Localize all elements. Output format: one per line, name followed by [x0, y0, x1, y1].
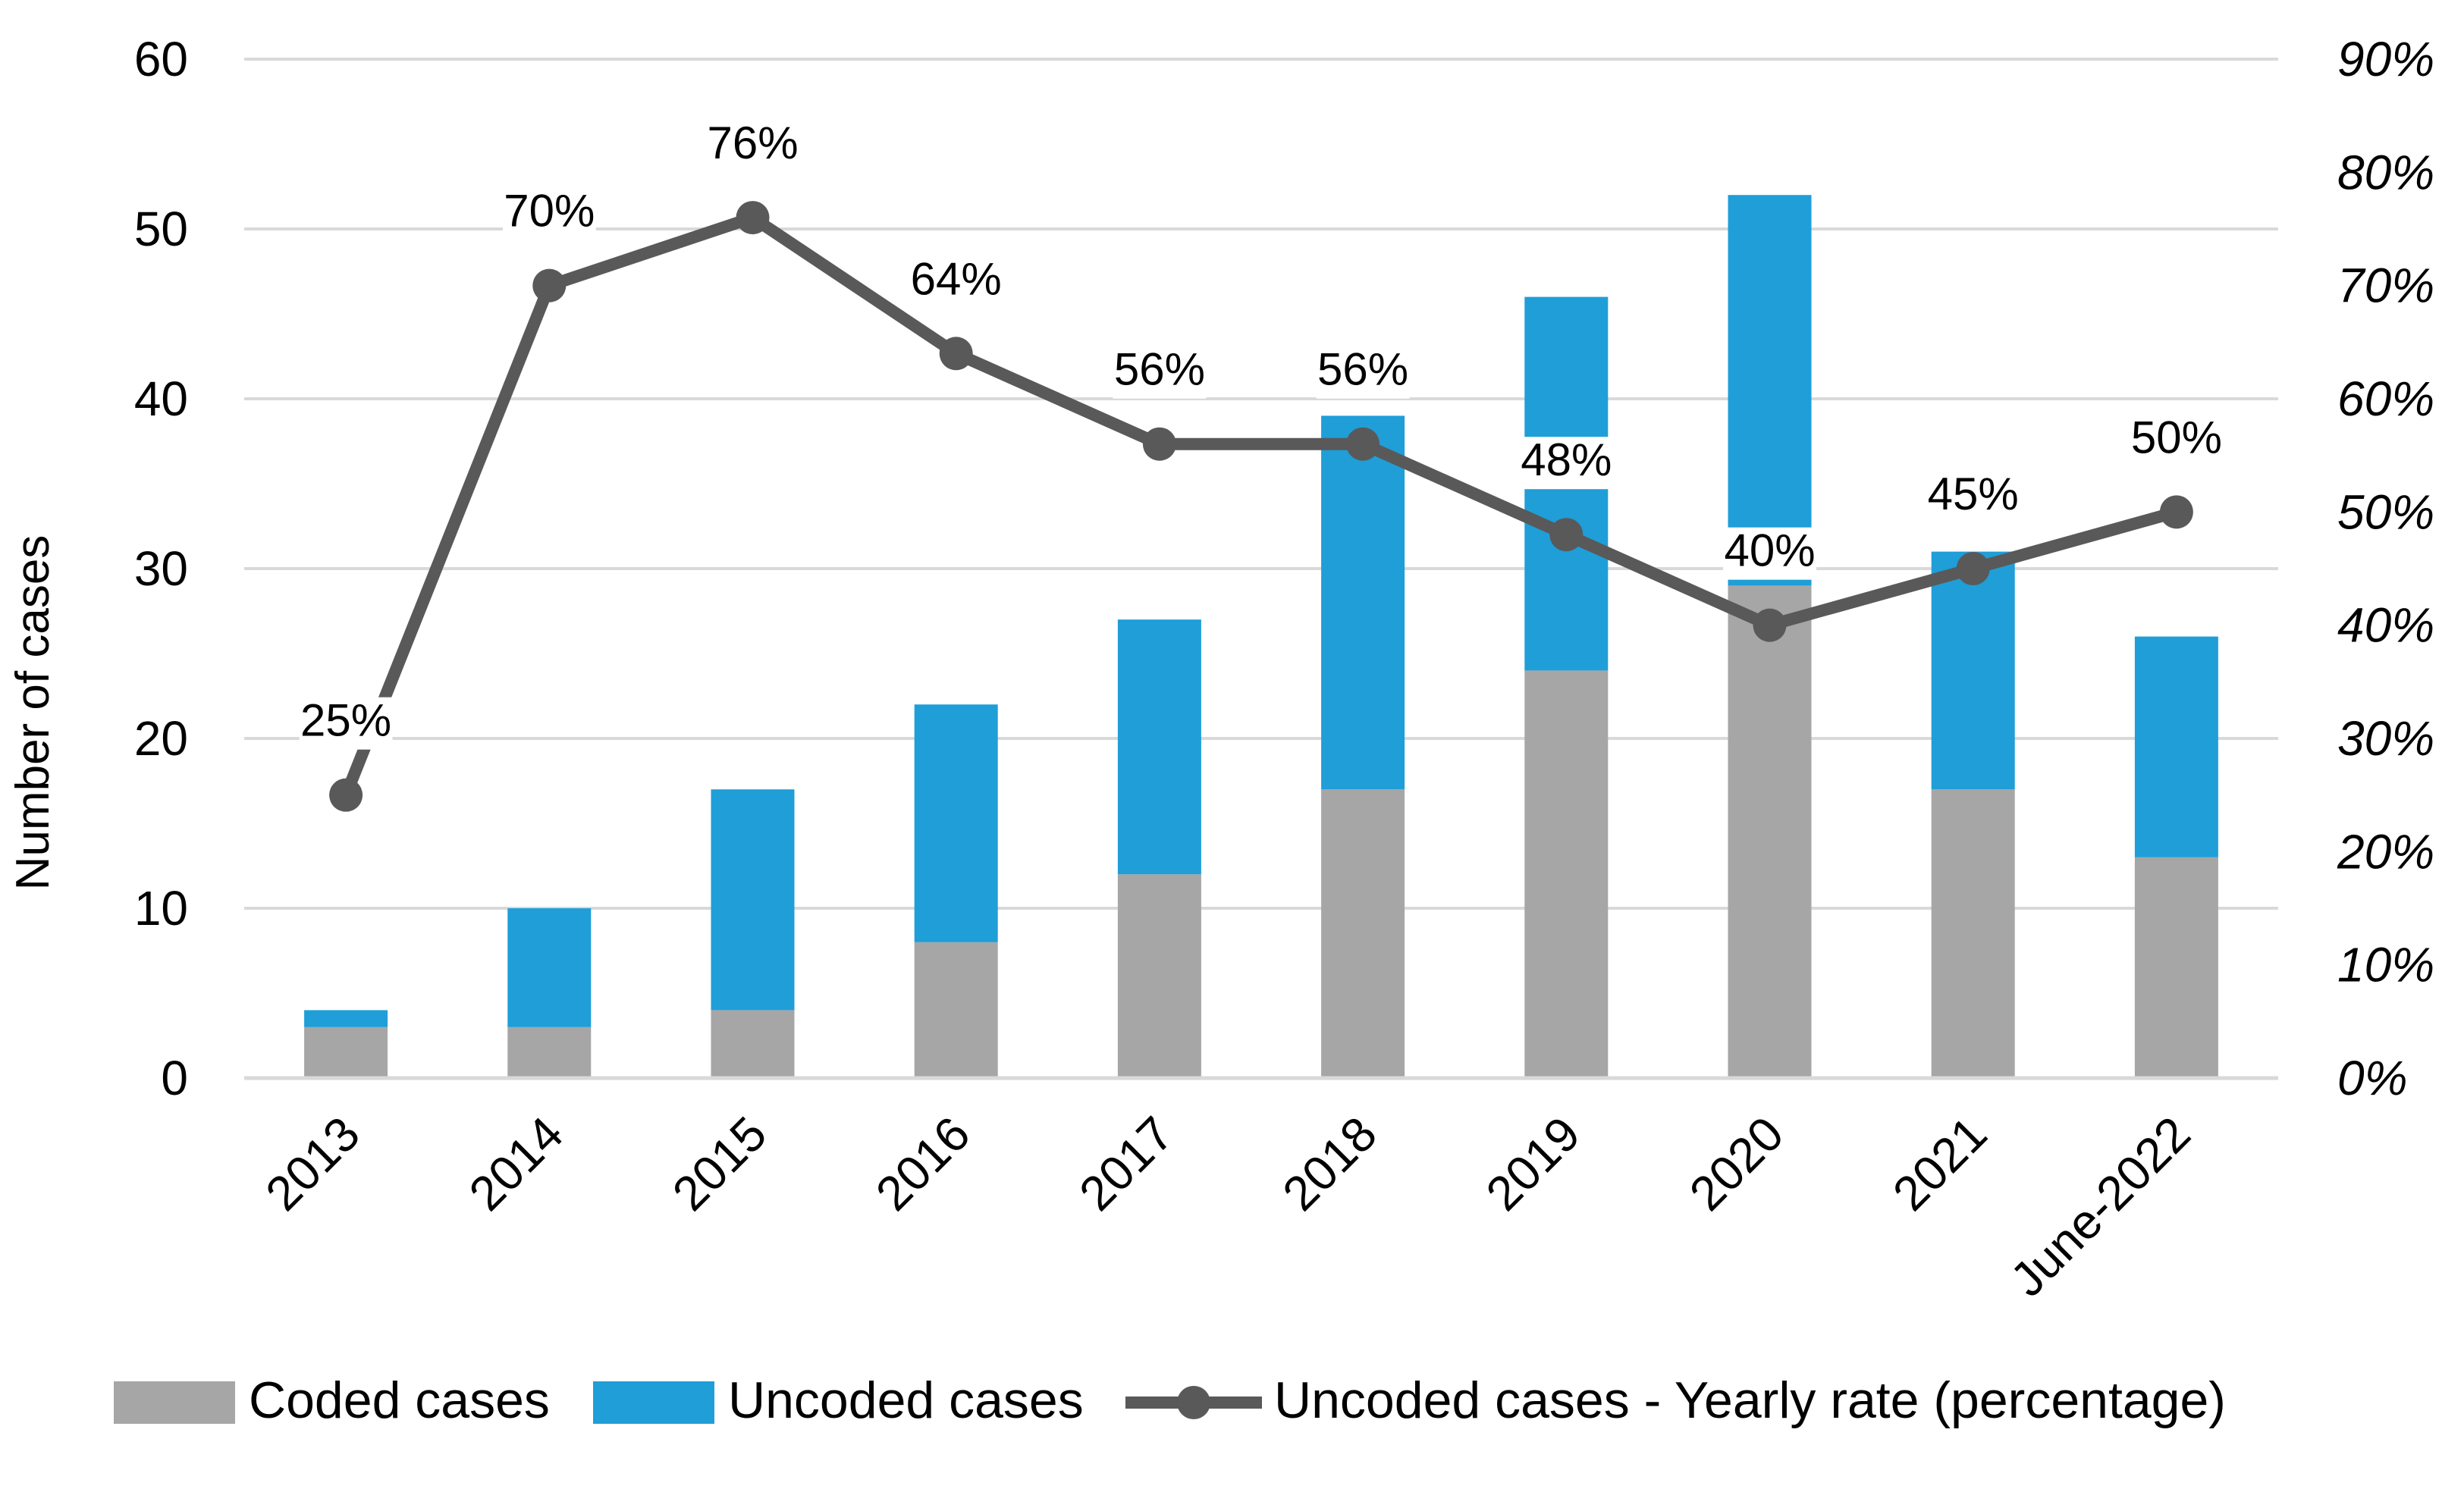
data-label-bg	[299, 697, 393, 750]
bar-coded-cases	[304, 1027, 388, 1078]
legend-label-rate: Uncoded cases - Yearly rate (percentage)	[1274, 1371, 2226, 1429]
y-tick-label: 0	[161, 1051, 188, 1105]
y2-tick-label: 10%	[2337, 938, 2434, 992]
legend-label-uncoded: Uncoded cases	[728, 1371, 1084, 1429]
rate-data-label: 70%	[504, 186, 595, 237]
y-axis-title: Number of cases	[7, 535, 59, 891]
data-label-bg	[909, 255, 1003, 309]
rate-point	[736, 201, 770, 235]
y-tick-label: 20	[134, 711, 188, 766]
rate-point	[1142, 427, 1176, 461]
bar-coded-cases	[2134, 857, 2218, 1078]
x-tick-label: 2015	[662, 1106, 777, 1221]
rate-line	[329, 201, 2193, 812]
axes: 0 10 20 30 40 50 60 0% 10% 20% 30% 40% 50% 60% 70% 80% 9…	[134, 32, 2434, 1307]
x-tick-label: 2013	[255, 1106, 370, 1221]
rate-data-label: 25%	[300, 695, 391, 746]
y2-tick-label: 40%	[2337, 598, 2434, 653]
bar-coded-cases	[711, 1010, 795, 1078]
bar-uncoded-cases	[304, 1010, 388, 1027]
y2-tick-label: 90%	[2337, 32, 2434, 86]
legend-swatch-uncoded	[593, 1381, 714, 1424]
rate-point	[2159, 495, 2193, 529]
rate-point	[1956, 552, 1990, 585]
bar-coded-cases	[1524, 670, 1609, 1078]
rate-point	[1549, 518, 1584, 552]
rate-data-label: 56%	[1317, 344, 1408, 395]
legend-swatch-coded	[114, 1381, 235, 1424]
data-label-bg	[1723, 527, 1816, 580]
bar-uncoded-cases	[2134, 636, 2218, 857]
rate-data-label: 64%	[911, 253, 1002, 304]
bars	[304, 195, 2218, 1078]
rate-data-label: 50%	[2131, 412, 2222, 462]
legend-swatch-rate-marker	[1177, 1386, 1210, 1419]
y2-tick-label: 50%	[2337, 484, 2434, 539]
rate-data-label: 45%	[1928, 469, 2019, 519]
data-label-bg	[1926, 471, 2020, 523]
y2-tick-label: 60%	[2337, 371, 2434, 426]
y2-tick-label: 80%	[2337, 145, 2434, 199]
bar-coded-cases	[1321, 789, 1405, 1078]
rate-point	[939, 337, 973, 371]
bar-uncoded-cases	[711, 789, 795, 1011]
rate-data-label: 76%	[707, 118, 798, 168]
y-tick-label: 10	[134, 881, 188, 936]
x-tick-label: 2016	[865, 1106, 981, 1221]
rate-point	[1753, 608, 1787, 642]
y-tick-label: 60	[134, 32, 188, 86]
legend: Coded cases Uncoded cases Uncoded cases - …	[114, 1371, 2226, 1429]
rate-data-label: 48%	[1521, 434, 1612, 485]
x-tick-label: 2019	[1476, 1106, 1591, 1221]
y-tick-label: 30	[134, 541, 188, 596]
x-tick-label: 2017	[1069, 1106, 1184, 1221]
bar-uncoded-cases	[1117, 619, 1201, 875]
y2-tick-label: 0%	[2337, 1051, 2408, 1105]
data-label-bg	[706, 120, 799, 173]
legend-label-coded: Coded cases	[249, 1371, 550, 1429]
data-label-bg	[2130, 414, 2224, 467]
x-tick-label: 2020	[1679, 1106, 1794, 1221]
y2-tick-label: 30%	[2337, 711, 2434, 766]
y2-tick-label: 70%	[2337, 259, 2434, 313]
data-label-bg	[1316, 346, 1410, 399]
data-labels: 25% 70% 76% 64% 56% 56% 48% 40% 45% 50%	[299, 118, 2224, 750]
x-tick-label: 2018	[1272, 1106, 1387, 1221]
bar-coded-cases	[1931, 789, 2015, 1078]
rate-data-label: 56%	[1114, 344, 1205, 395]
bar-coded-cases	[1728, 585, 1812, 1078]
rate-point	[532, 268, 567, 303]
rate-series-line	[340, 212, 2179, 798]
rate-data-label: 40%	[1724, 525, 1815, 576]
bar-coded-cases	[914, 942, 998, 1078]
rate-point	[1346, 427, 1380, 461]
bar-uncoded-cases	[1728, 195, 1812, 586]
data-label-bg	[1519, 437, 1613, 490]
bar-uncoded-cases	[1931, 551, 2015, 790]
x-tick-label: 2021	[1882, 1106, 1998, 1221]
data-label-bg	[1113, 346, 1207, 399]
rate-point	[329, 778, 363, 812]
y-tick-label: 50	[134, 202, 188, 256]
data-label-bg	[502, 187, 596, 240]
bar-coded-cases	[507, 1027, 592, 1078]
bar-uncoded-cases	[507, 908, 592, 1027]
y2-tick-label: 20%	[2337, 824, 2434, 879]
y-tick-label: 40	[134, 371, 188, 426]
bar-uncoded-cases	[1321, 415, 1405, 790]
bar-coded-cases	[1117, 874, 1201, 1078]
bar-uncoded-cases	[914, 704, 998, 942]
x-tick-label: 2014	[459, 1106, 574, 1221]
x-tick-label: June-2022	[2000, 1106, 2201, 1307]
